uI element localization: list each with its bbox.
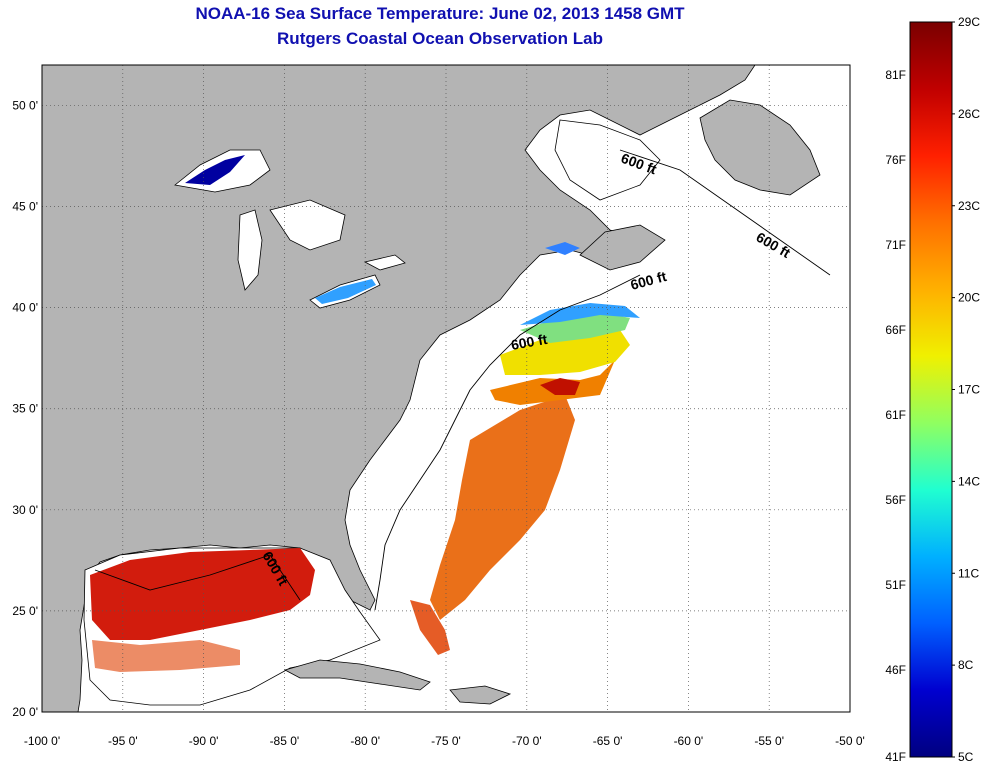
land-north-america — [42, 65, 756, 712]
celsius-tick-label: 23C — [958, 199, 980, 213]
fahrenheit-tick-label: 81F — [885, 68, 906, 82]
lon-tick-label: -55 0' — [754, 734, 784, 748]
lat-tick-label: 30 0' — [12, 503, 38, 517]
celsius-tick-label: 29C — [958, 15, 980, 29]
celsius-tick-label: 5C — [958, 750, 974, 764]
lake-michigan — [237, 209, 263, 291]
celsius-tick-label: 8C — [958, 658, 974, 672]
graticule — [42, 65, 850, 712]
shelf-sst-yellow — [500, 330, 630, 375]
lon-tick-label: -85 0' — [270, 734, 300, 748]
land-newfoundland — [699, 99, 821, 196]
celsius-tick-label: 20C — [958, 291, 980, 305]
map-subtitle: Rutgers Coastal Ocean Observation Lab — [277, 29, 603, 48]
gulf-sst-warm — [90, 548, 315, 640]
lon-tick-label: -100 0' — [24, 734, 60, 748]
gulf-st-lawrence — [554, 119, 661, 201]
lon-tick-label: -75 0' — [431, 734, 461, 748]
lat-tick-label: 20 0' — [12, 705, 38, 719]
colorbar-gradient — [909, 21, 953, 758]
lake-superior-sst — [185, 155, 245, 185]
shelf-sst-red-core — [540, 378, 580, 395]
celsius-tick-label: 26C — [958, 107, 980, 121]
lake-ontario — [363, 254, 406, 271]
lon-tick-label: -65 0' — [593, 734, 623, 748]
lon-tick-label: -90 0' — [189, 734, 219, 748]
fahrenheit-tick-label: 76F — [885, 153, 906, 167]
celsius-tick-label: 17C — [958, 383, 980, 397]
nova-scotia-sst — [545, 242, 580, 255]
shelf-sst-green — [520, 312, 630, 343]
fahrenheit-tick-label: 46F — [885, 663, 906, 677]
fahrenheit-tick-label: 56F — [885, 493, 906, 507]
lake-huron — [269, 199, 346, 251]
bahamas-sst — [410, 600, 450, 655]
fahrenheit-tick-label: 66F — [885, 323, 906, 337]
fahrenheit-tick-label: 41F — [885, 750, 906, 764]
celsius-tick-label: 14C — [958, 474, 980, 488]
gulf-sst-scatter — [92, 640, 240, 672]
shelf-sst-blue — [520, 303, 640, 325]
lat-tick-label: 50 0' — [12, 98, 38, 112]
land-nova-scotia — [579, 224, 666, 271]
lat-tick-label: 45 0' — [12, 200, 38, 214]
celsius-tick-label: 11C — [958, 566, 979, 580]
map-frame — [41, 64, 851, 713]
lon-tick-label: -70 0' — [512, 734, 542, 748]
lon-tick-label: -50 0' — [835, 734, 865, 748]
map-title: NOAA-16 Sea Surface Temperature: June 02… — [195, 4, 685, 23]
shelf-contour — [94, 149, 831, 611]
fahrenheit-tick-label: 61F — [885, 408, 906, 422]
land-hispaniola — [449, 685, 512, 705]
lat-tick-label: 40 0' — [12, 301, 38, 315]
gulf-stream-sst — [430, 395, 575, 620]
fahrenheit-tick-label: 51F — [885, 578, 906, 592]
lon-tick-label: -80 0' — [350, 734, 380, 748]
fahrenheit-tick-label: 71F — [885, 238, 906, 252]
lake-erie-sst — [315, 279, 376, 304]
lat-tick-label: 25 0' — [12, 604, 38, 618]
contour-label: 600 ft — [510, 331, 549, 353]
lon-tick-label: -60 0' — [674, 734, 704, 748]
lat-tick-label: 35 0' — [12, 402, 38, 416]
land-cuba — [283, 659, 431, 691]
lon-tick-label: -95 0' — [108, 734, 138, 748]
